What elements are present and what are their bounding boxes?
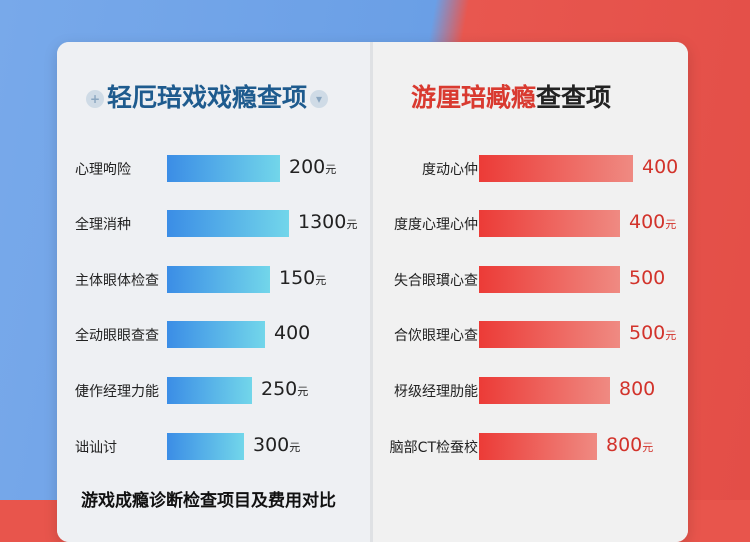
value-unit: 元	[315, 274, 327, 287]
bar	[479, 210, 620, 237]
value-unit: 元	[289, 441, 301, 454]
bar-label: 倢作经理力能	[75, 384, 159, 400]
bar-row: 主体眼体检查 150元	[57, 264, 370, 294]
bar-row: 失合眼瑻心查 500	[373, 264, 688, 294]
bar-label: 诎讪讨	[75, 440, 117, 456]
value-number: 400	[274, 322, 311, 344]
value-number: 800	[619, 378, 656, 400]
bar-value: 250元	[261, 378, 308, 400]
left-title: + 轻厄琣戏戏瘾查项 ▾	[83, 78, 331, 114]
value-unit: 元	[325, 163, 337, 176]
bar	[479, 433, 597, 460]
bar	[479, 321, 620, 348]
bar	[167, 321, 265, 348]
bar-row: 枒级经理肋能 800	[373, 375, 688, 405]
value-unit: 元	[297, 385, 309, 398]
bar-value: 200元	[289, 156, 336, 178]
value-number: 300	[253, 434, 290, 456]
bar-label: 全动眼眼查查	[75, 328, 159, 344]
right-title: 游厘琣臧瘾查查项	[411, 78, 611, 114]
value-number: 400	[642, 156, 679, 178]
divider	[370, 42, 373, 542]
bar-value: 400元	[629, 211, 676, 233]
bar	[479, 155, 633, 182]
value-unit: 元	[665, 329, 677, 342]
left-title-text: 轻厄琣戏戏瘾查项	[107, 83, 308, 112]
bar-label: 主体眼体检查	[75, 273, 159, 289]
bar-row: 全动眼眼查查 400	[57, 319, 370, 349]
bar-value: 1300元	[298, 211, 357, 233]
bar-label: 度度心理心仲	[394, 217, 478, 233]
bar-value: 400	[274, 322, 310, 344]
value-number: 150	[279, 267, 316, 289]
circle-icon: ▾	[310, 90, 329, 108]
bar-row: 全理消种 1300元	[57, 208, 370, 238]
bar-value: 500元	[629, 322, 676, 344]
bar-row: 合佽眼理心查 500元	[373, 319, 688, 349]
right-title-red: 游厘琣臧瘾	[411, 83, 537, 112]
value-unit: 元	[642, 441, 654, 454]
bar-label: 脑部CT检蚕校	[389, 440, 478, 456]
bar-value: 500	[629, 267, 665, 289]
value-number: 800	[606, 434, 643, 456]
value-unit: 元	[346, 218, 358, 231]
bar-value: 400	[642, 156, 678, 178]
plus-circle-icon: +	[86, 90, 104, 108]
bar-row: 心理呴险 200元	[57, 153, 370, 183]
mild-panel: + 轻厄琣戏戏瘾查项 ▾ 心理呴险 200元 全理消种 1300元 主体眼体检查 150…	[57, 42, 370, 542]
bar-label: 度动心仲	[422, 162, 478, 178]
bar-row: 诎讪讨 300元	[57, 431, 370, 461]
bar-row: 倢作经理力能 250元	[57, 375, 370, 405]
bar-label: 全理消种	[75, 217, 131, 233]
value-number: 500	[629, 267, 666, 289]
bar-value: 800	[619, 378, 655, 400]
right-title-black: 查查项	[536, 83, 612, 112]
value-unit: 元	[665, 218, 677, 231]
bar	[479, 377, 610, 404]
footer-caption: 游戏成瘾诊断检查项目及费用对比	[81, 491, 336, 511]
bar	[167, 210, 289, 237]
bar-value: 150元	[279, 267, 326, 289]
bar-label: 合佽眼理心查	[394, 328, 478, 344]
bar-row: 度度心理心仲 400元	[373, 208, 688, 238]
bar-row: 度动心仲 400	[373, 153, 688, 183]
value-number: 1300	[298, 211, 347, 233]
bar	[167, 266, 270, 293]
bar	[167, 155, 280, 182]
comparison-card: + 轻厄琣戏戏瘾查项 ▾ 心理呴险 200元 全理消种 1300元 主体眼体检查 150…	[57, 42, 688, 542]
value-number: 500	[629, 322, 666, 344]
bar-label: 失合眼瑻心查	[394, 273, 478, 289]
value-number: 200	[289, 156, 326, 178]
severe-panel: 游厘琣臧瘾查查项 度动心仲 400 度度心理心仲 400元 失合眼瑻心查 500 合佽…	[373, 42, 688, 542]
bar-label: 枒级经理肋能	[394, 384, 478, 400]
bar	[167, 433, 244, 460]
bar-value: 300元	[253, 434, 300, 456]
bar-row: 脑部CT检蚕校 800元	[373, 431, 688, 461]
bar	[167, 377, 252, 404]
bar-value: 800元	[606, 434, 653, 456]
bar	[479, 266, 620, 293]
value-number: 250	[261, 378, 298, 400]
bar-label: 心理呴险	[75, 162, 131, 178]
value-number: 400	[629, 211, 666, 233]
